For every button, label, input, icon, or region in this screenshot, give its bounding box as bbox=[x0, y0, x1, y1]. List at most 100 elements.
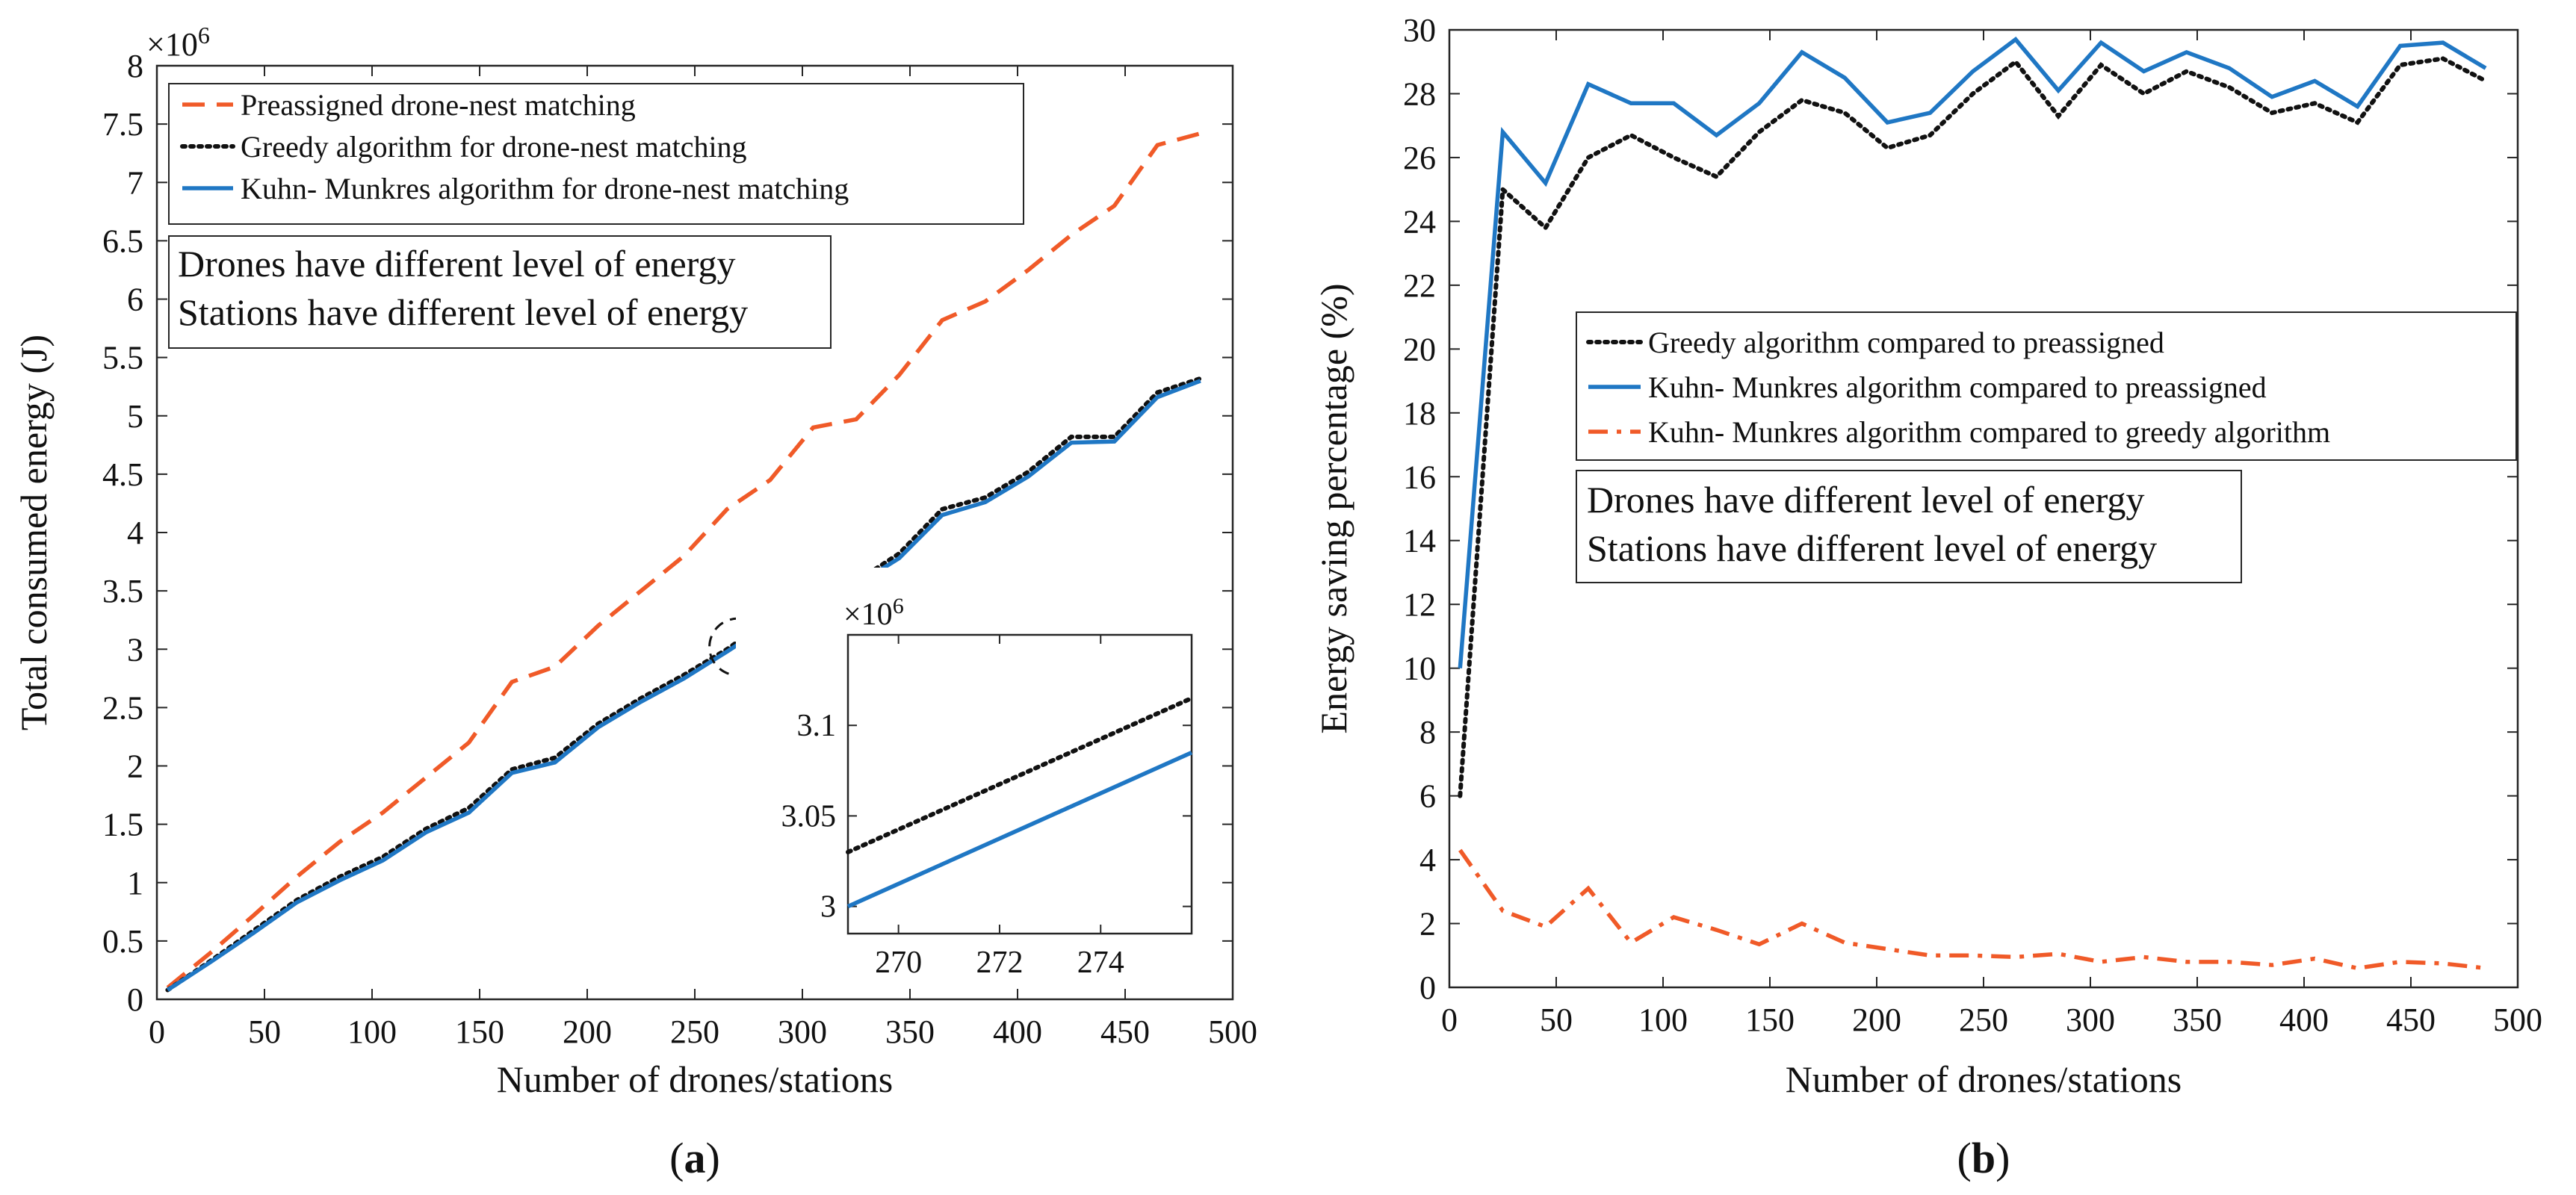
y-tick-label: 30 bbox=[1403, 12, 1436, 49]
x-axis-label: Number of drones/stations bbox=[497, 1058, 893, 1100]
panel-b-chart: 0 50 100 150 200 250 300 350 400 450 5000246810121… bbox=[1313, 12, 2542, 1182]
y-multiplier: ×106 bbox=[146, 22, 210, 63]
x-tick-label: 300 bbox=[778, 1014, 827, 1050]
legend-a: Preassigned drone-nest matching Greedy al… bbox=[168, 83, 1024, 225]
series-line-2 bbox=[1458, 37, 2487, 668]
inset-x-tick-label: 274 bbox=[1077, 946, 1124, 980]
y-tick-label: 2.5 bbox=[102, 689, 143, 726]
y-tick-label: 28 bbox=[1403, 75, 1436, 112]
y-tick-label: 0.5 bbox=[102, 923, 143, 960]
y-tick-label: 3.5 bbox=[102, 573, 143, 609]
y-axis-label: Total consumed energy (J) bbox=[13, 335, 55, 730]
inset-y-tick-label: 3 bbox=[820, 890, 836, 925]
y-tick-label: 4 bbox=[1419, 842, 1436, 878]
y-tick-label: 8 bbox=[1419, 714, 1436, 751]
y-tick-label: 20 bbox=[1403, 331, 1436, 367]
x-tick-label: 350 bbox=[885, 1014, 935, 1050]
inset-a: 270 272 274 3 3.05 3.1 ×106 bbox=[736, 568, 1210, 986]
x-tick-label: 150 bbox=[1745, 1002, 1795, 1038]
y-tick-label: 5.5 bbox=[102, 340, 143, 376]
annotation-line: Drones have different level of energy bbox=[1587, 479, 2144, 521]
y-tick-label: 1 bbox=[127, 865, 143, 901]
x-tick-label: 400 bbox=[993, 1014, 1042, 1050]
inset-plot-area bbox=[846, 633, 1193, 935]
x-tick-label: 100 bbox=[1638, 1002, 1688, 1038]
series-line-1 bbox=[1458, 56, 2489, 798]
y-tick-label: 1.5 bbox=[102, 807, 143, 843]
y-tick-label: 0 bbox=[1419, 969, 1436, 1006]
panel-label-a: (a) bbox=[669, 1134, 720, 1182]
y-tick-label: 6 bbox=[127, 282, 143, 318]
legend-entry: Greedy algorithm compared to preassigned bbox=[1648, 326, 2164, 359]
series-line-1 bbox=[166, 131, 1201, 990]
x-tick-label: 200 bbox=[563, 1014, 612, 1050]
inset-y-tick-label: 3.05 bbox=[781, 799, 837, 834]
series-line-3 bbox=[1458, 848, 2486, 971]
x-tick-label: 400 bbox=[2279, 1002, 2329, 1038]
x-tick-label: 50 bbox=[1540, 1002, 1573, 1038]
y-tick-label: 6.5 bbox=[102, 223, 143, 259]
y-tick-label: 8 bbox=[127, 48, 143, 84]
y-tick-label: 5 bbox=[127, 398, 143, 435]
inset-x-tick-label: 270 bbox=[875, 946, 922, 980]
annotation-line: Stations have different level of energy bbox=[1587, 527, 2157, 569]
y-tick-label: 26 bbox=[1403, 140, 1436, 176]
legend-entry: Greedy algorithm for drone-nest matching bbox=[241, 130, 747, 164]
inset-greedy-line bbox=[846, 695, 1194, 854]
x-tick-label: 150 bbox=[455, 1014, 504, 1050]
x-tick-label: 500 bbox=[2493, 1002, 2542, 1038]
y-tick-label: 10 bbox=[1403, 651, 1436, 687]
legend-entry: Preassigned drone-nest matching bbox=[241, 88, 636, 122]
series-line-2 bbox=[165, 376, 1203, 993]
inset-multiplier: ×106 bbox=[843, 594, 904, 632]
x-axis-label: Number of drones/stations bbox=[1786, 1058, 2182, 1100]
x-tick-label: 50 bbox=[248, 1014, 281, 1050]
x-tick-label: 250 bbox=[670, 1014, 719, 1050]
legend-entry: Kuhn- Munkres algorithm compared to prea… bbox=[1648, 370, 2267, 404]
y-tick-label: 4.5 bbox=[102, 456, 143, 493]
inset-x-tick-label: 272 bbox=[976, 946, 1023, 980]
legend-box bbox=[1576, 311, 2517, 461]
panel-label-b: (b) bbox=[1957, 1134, 2010, 1182]
y-tick-label: 16 bbox=[1403, 459, 1436, 495]
series-line-3 bbox=[166, 379, 1201, 992]
annotation-a: Drones have different level of energy Sta… bbox=[168, 235, 832, 349]
panel-a-chart: 0 50 100 150 200 250 300 350 400 450 500 0 0.5 1 1.5 2 2… bbox=[13, 22, 1257, 1182]
annotation-box bbox=[1576, 470, 2242, 583]
y-tick-label: 12 bbox=[1403, 586, 1436, 623]
x-tick-label: 450 bbox=[2386, 1002, 2436, 1038]
legend-box bbox=[168, 83, 1024, 225]
x-tick-label: 0 bbox=[1441, 1002, 1458, 1038]
inset-y-tick-label: 3.1 bbox=[797, 709, 837, 743]
y-tick-label: 0 bbox=[127, 981, 143, 1018]
y-tick-label: 24 bbox=[1403, 203, 1436, 240]
legend-entry: Kuhn- Munkres algorithm compared to gree… bbox=[1648, 415, 2330, 449]
x-tick-label: 200 bbox=[1852, 1002, 1901, 1038]
y-tick-label: 4 bbox=[127, 515, 143, 551]
x-tick-label: 500 bbox=[1208, 1014, 1257, 1050]
x-tick-label: 250 bbox=[1959, 1002, 2008, 1038]
y-tick-label: 7 bbox=[127, 164, 143, 201]
x-tick-label: 0 bbox=[149, 1014, 165, 1050]
y-tick-label: 7.5 bbox=[102, 106, 143, 143]
annotation-line: Stations have different level of energy bbox=[178, 291, 748, 333]
y-tick-label: 18 bbox=[1403, 395, 1436, 432]
inset-kuhn-munkres-line bbox=[846, 751, 1193, 909]
annotation-box bbox=[168, 235, 832, 349]
y-tick-label: 2 bbox=[1419, 906, 1436, 943]
y-tick-label: 2 bbox=[127, 748, 143, 785]
y-axis-label: Energy saving percentage (%) bbox=[1313, 284, 1354, 734]
x-tick-label: 100 bbox=[347, 1014, 397, 1050]
x-tick-label: 350 bbox=[2173, 1002, 2222, 1038]
y-tick-label: 14 bbox=[1403, 523, 1436, 559]
y-tick-label: 22 bbox=[1403, 267, 1436, 304]
y-tick-label: 3 bbox=[127, 631, 143, 668]
x-tick-label: 450 bbox=[1100, 1014, 1150, 1050]
x-tick-label: 300 bbox=[2066, 1002, 2115, 1038]
legend-entry: Kuhn- Munkres algorithm for drone-nest m… bbox=[241, 172, 849, 205]
annotation-line: Drones have different level of energy bbox=[178, 243, 735, 285]
y-tick-label: 6 bbox=[1419, 778, 1436, 815]
annotation-b: Drones have different level of energy Sta… bbox=[1576, 470, 2242, 583]
legend-b: Greedy algorithm compared to preassigned… bbox=[1576, 311, 2517, 461]
